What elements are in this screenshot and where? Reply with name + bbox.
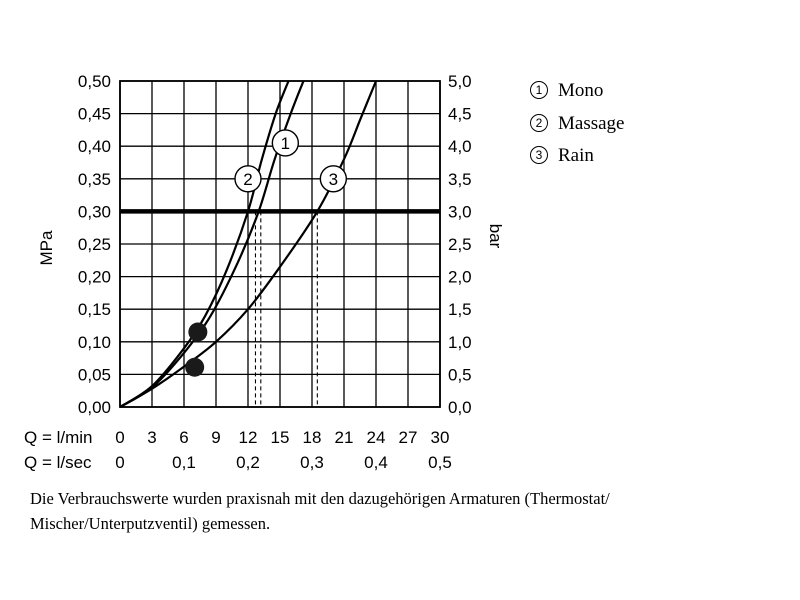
curve-number-badge <box>234 165 262 193</box>
curve-number-label: 2 <box>243 170 252 189</box>
y-left-tick-label: 0,20 <box>78 268 111 287</box>
legend-item-massage: 2 Massage <box>530 111 624 144</box>
x-lmin-tick-label: 21 <box>335 428 354 447</box>
y-left-tick-label: 0,40 <box>78 137 111 156</box>
legend-label: Massage <box>558 112 625 134</box>
x-lmin-tick-label: 0 <box>115 428 124 447</box>
x-lmin-tick-label: 15 <box>271 428 290 447</box>
legend-label: Rain <box>558 145 594 166</box>
series-line-rain <box>119 80 378 408</box>
series-line-massage <box>119 80 290 408</box>
x-lmin-tick-label: 30 <box>431 428 450 447</box>
y-right-tick-label: 1,5 <box>448 300 472 319</box>
y-left-tick-label: 0,10 <box>78 333 111 352</box>
curve-marker-dot <box>185 357 205 377</box>
curve-number-label: 3 <box>329 170 338 189</box>
x-lsec-tick-label: 0,4 <box>364 453 388 472</box>
curve-marker-dot <box>188 322 208 342</box>
y-right-tick-label: 4,5 <box>448 105 472 124</box>
x-lsec-tick-label: 0 <box>115 453 124 472</box>
legend-number-badge: 3 <box>530 146 548 164</box>
x-lmin-tick-label: 3 <box>147 428 156 447</box>
plot-frame <box>119 80 441 408</box>
y-right-tick-label: 1,0 <box>448 333 472 352</box>
legend-number-badge: 2 <box>530 113 548 132</box>
y-left-tick-label: 0,45 <box>78 105 111 124</box>
y-right-axis-title: bar <box>486 224 505 249</box>
y-right-tick-label: 2,0 <box>448 268 472 287</box>
y-left-tick-label: 0,35 <box>78 170 111 189</box>
legend-label: Mono <box>558 80 604 101</box>
y-left-axis-title: MPa <box>37 230 56 266</box>
y-left-tick-label: 0,30 <box>78 202 111 221</box>
legend-item-mono: 1 Mono <box>530 78 624 111</box>
x-lsec-tick-label: 0,3 <box>300 453 324 472</box>
series-line-mono <box>119 80 305 408</box>
y-right-tick-label: 3,5 <box>448 170 472 189</box>
legend-item-rain: 3 Rain <box>530 143 624 176</box>
y-right-tick-label: 0,0 <box>448 398 472 417</box>
curve-number-badge <box>271 129 300 157</box>
x-axis-lmin-title: Q = l/min <box>24 428 93 447</box>
x-lmin-tick-label: 9 <box>211 428 220 447</box>
x-lsec-tick-label: 0,2 <box>236 453 260 472</box>
legend-number-badge: 1 <box>530 81 548 99</box>
y-right-tick-label: 2,5 <box>448 235 472 254</box>
y-right-tick-label: 4,0 <box>448 137 472 156</box>
legend: 1 Mono 2 Massage 3 Rain <box>530 78 624 176</box>
y-left-tick-label: 0,15 <box>78 300 111 319</box>
x-axis-lsec-title: Q = l/sec <box>24 453 92 472</box>
x-lmin-tick-label: 6 <box>179 428 188 447</box>
y-left-tick-label: 0,25 <box>78 235 111 254</box>
y-left-tick-label: 0,00 <box>78 398 111 417</box>
x-lsec-tick-label: 0,5 <box>428 453 452 472</box>
y-right-tick-label: 3,0 <box>448 202 472 221</box>
pressure-flow-chart: 0,000,050,100,150,200,250,300,350,400,45… <box>24 72 505 472</box>
curve-number-label: 1 <box>281 134 290 153</box>
x-lmin-tick-label: 12 <box>239 428 258 447</box>
y-right-tick-label: 5,0 <box>448 72 472 91</box>
y-right-tick-label: 0,5 <box>448 365 472 384</box>
x-lmin-tick-label: 18 <box>303 428 322 447</box>
x-lsec-tick-label: 0,1 <box>172 453 196 472</box>
measurement-note: Die Verbrauchswerte wurden praxisnah mit… <box>30 489 610 533</box>
x-lmin-tick-label: 24 <box>367 428 386 447</box>
y-left-tick-label: 0,50 <box>78 72 111 91</box>
y-left-tick-label: 0,05 <box>78 365 111 384</box>
x-lmin-tick-label: 27 <box>399 428 418 447</box>
curve-number-badge <box>319 165 348 193</box>
